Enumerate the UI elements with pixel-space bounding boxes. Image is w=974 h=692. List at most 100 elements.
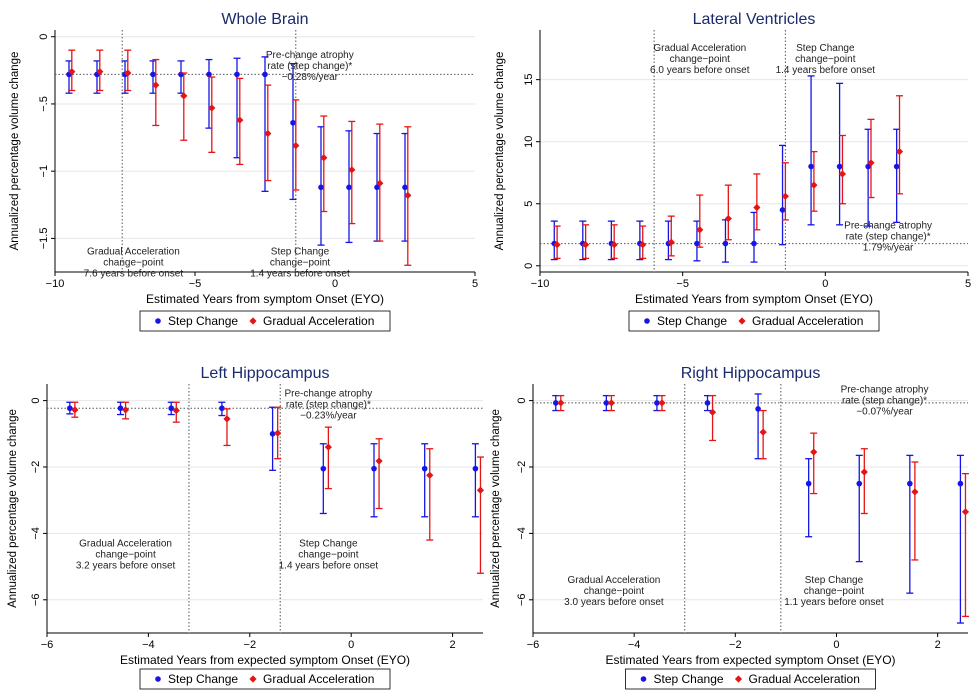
data-point xyxy=(552,400,559,406)
x-tick-label: −6 xyxy=(41,639,54,651)
step-change-series xyxy=(550,75,901,263)
annotation: Pre-change atrophy rate (step change)* −0.… xyxy=(266,50,354,83)
data-point xyxy=(234,71,240,78)
data-point xyxy=(376,179,384,187)
gradual-acceleration-series xyxy=(71,401,485,574)
data-point xyxy=(269,431,276,437)
x-axis-label: Estimated Years from expected symptom On… xyxy=(120,653,410,667)
x-tick-label: −5 xyxy=(189,278,202,290)
legend-label: Step Change xyxy=(168,672,238,686)
data-point xyxy=(805,480,812,487)
data-point xyxy=(374,184,380,191)
legend-label: Gradual Acceleration xyxy=(752,314,863,328)
data-point xyxy=(219,405,225,412)
annotation: Pre-change atrophy rate (step change)* −0.… xyxy=(284,389,372,422)
data-point xyxy=(404,191,412,199)
data-point xyxy=(206,71,212,78)
data-point xyxy=(696,226,704,234)
y-tick-label: −6 xyxy=(30,594,42,607)
data-point xyxy=(274,429,282,437)
data-point xyxy=(907,480,913,487)
legend-label: Gradual Acceleration xyxy=(263,672,374,686)
data-point xyxy=(779,207,786,213)
y-tick-label: −1.5 xyxy=(38,228,50,250)
annotation: Pre-change atrophy rate (step change)* 1.7… xyxy=(844,221,932,254)
x-axis-label: Estimated Years from symptom Onset (EYO) xyxy=(146,292,384,306)
data-point xyxy=(264,129,272,138)
data-point xyxy=(836,163,843,170)
step-change-series xyxy=(66,401,479,518)
data-point xyxy=(607,399,616,407)
legend: Step Change Gradual Acceleration xyxy=(139,310,391,332)
annotation: Pre-change atrophy rate (step change)* −0.… xyxy=(841,384,929,417)
step-change-series xyxy=(65,56,409,246)
y-tick-label: −.5 xyxy=(38,96,50,112)
legend: Step Change Gradual Acceleration xyxy=(625,668,876,690)
data-point xyxy=(375,457,383,465)
legend-label: Step Change xyxy=(168,314,238,328)
data-point xyxy=(722,240,729,247)
legend-label: Step Change xyxy=(654,672,724,686)
x-tick-label: 2 xyxy=(450,639,456,651)
data-point xyxy=(324,443,332,451)
chart-title: Right Hippocampus xyxy=(681,365,821,382)
y-axis-label: Annualized percentage volume change xyxy=(9,52,21,251)
data-point xyxy=(895,148,904,156)
data-point xyxy=(421,465,428,472)
data-point xyxy=(755,406,761,412)
x-tick-label: −2 xyxy=(244,639,257,651)
legend-marker-step-change xyxy=(640,676,647,682)
y-axis-label: Annualized percentage volume change xyxy=(7,409,19,608)
x-tick-label: −4 xyxy=(628,639,641,651)
y-tick-label: −6 xyxy=(516,594,528,607)
x-tick-label: −2 xyxy=(729,639,742,651)
chart-title: Lateral Ventricles xyxy=(693,11,816,28)
data-point xyxy=(961,508,970,516)
legend-marker-step-change xyxy=(644,318,650,324)
data-point xyxy=(911,488,919,496)
data-point xyxy=(724,215,732,223)
x-tick-label: −5 xyxy=(676,278,689,290)
data-point xyxy=(610,241,618,249)
data-point xyxy=(865,163,871,170)
data-point xyxy=(603,400,610,406)
legend-marker-gradual-acceleration xyxy=(249,317,257,325)
gradual-acceleration-series xyxy=(557,394,970,618)
data-point xyxy=(236,116,244,124)
data-point xyxy=(320,154,328,162)
chart-title: Left Hippocampus xyxy=(201,365,330,382)
data-point xyxy=(781,192,789,200)
x-tick-label: −10 xyxy=(531,278,550,290)
legend: Step Change Gradual Acceleration xyxy=(139,668,391,690)
data-point xyxy=(290,119,296,126)
y-tick-label: 0 xyxy=(523,263,535,269)
x-tick-label: −4 xyxy=(142,639,155,651)
legend-label: Step Change xyxy=(657,314,727,328)
annotation: Step Change change−point 1.1 years before … xyxy=(784,575,884,608)
y-tick-label: 0 xyxy=(30,398,42,404)
data-point xyxy=(150,71,156,78)
annotation: Step Change change−point 1.4 years before … xyxy=(776,43,876,76)
y-tick-label: 0 xyxy=(516,398,528,404)
data-point xyxy=(152,81,160,89)
chart-panel-2: −10 −5 0 5 0 5 10 15 Gradual Acceleration change−… xyxy=(494,11,971,332)
gradual-acceleration-series xyxy=(553,95,904,259)
x-tick-label: 0 xyxy=(332,278,338,290)
x-tick-label: −6 xyxy=(527,639,540,651)
step-change-series xyxy=(552,393,964,624)
legend-marker-gradual-acceleration xyxy=(249,675,257,683)
data-point xyxy=(348,166,356,174)
x-tick-label: 0 xyxy=(833,639,839,651)
data-point xyxy=(667,238,675,246)
chart-panel-1: −10 −5 0 5 0 −.5 −1 −1.5 Pre-change atrophy rate … xyxy=(9,11,478,332)
data-point xyxy=(402,184,408,191)
y-tick-label: −4 xyxy=(516,527,528,540)
data-point xyxy=(223,415,231,423)
y-axis-label: Annualized percentage volume change xyxy=(494,52,506,251)
chart-panel-4: −6 −4 −2 0 2 0 −2 −4 −6 Pre-change atrophy rate (s… xyxy=(490,365,970,690)
data-point xyxy=(320,465,327,472)
data-point xyxy=(810,448,818,456)
legend-label: Gradual Acceleration xyxy=(263,314,374,328)
data-point xyxy=(704,400,711,406)
data-point xyxy=(856,480,863,487)
